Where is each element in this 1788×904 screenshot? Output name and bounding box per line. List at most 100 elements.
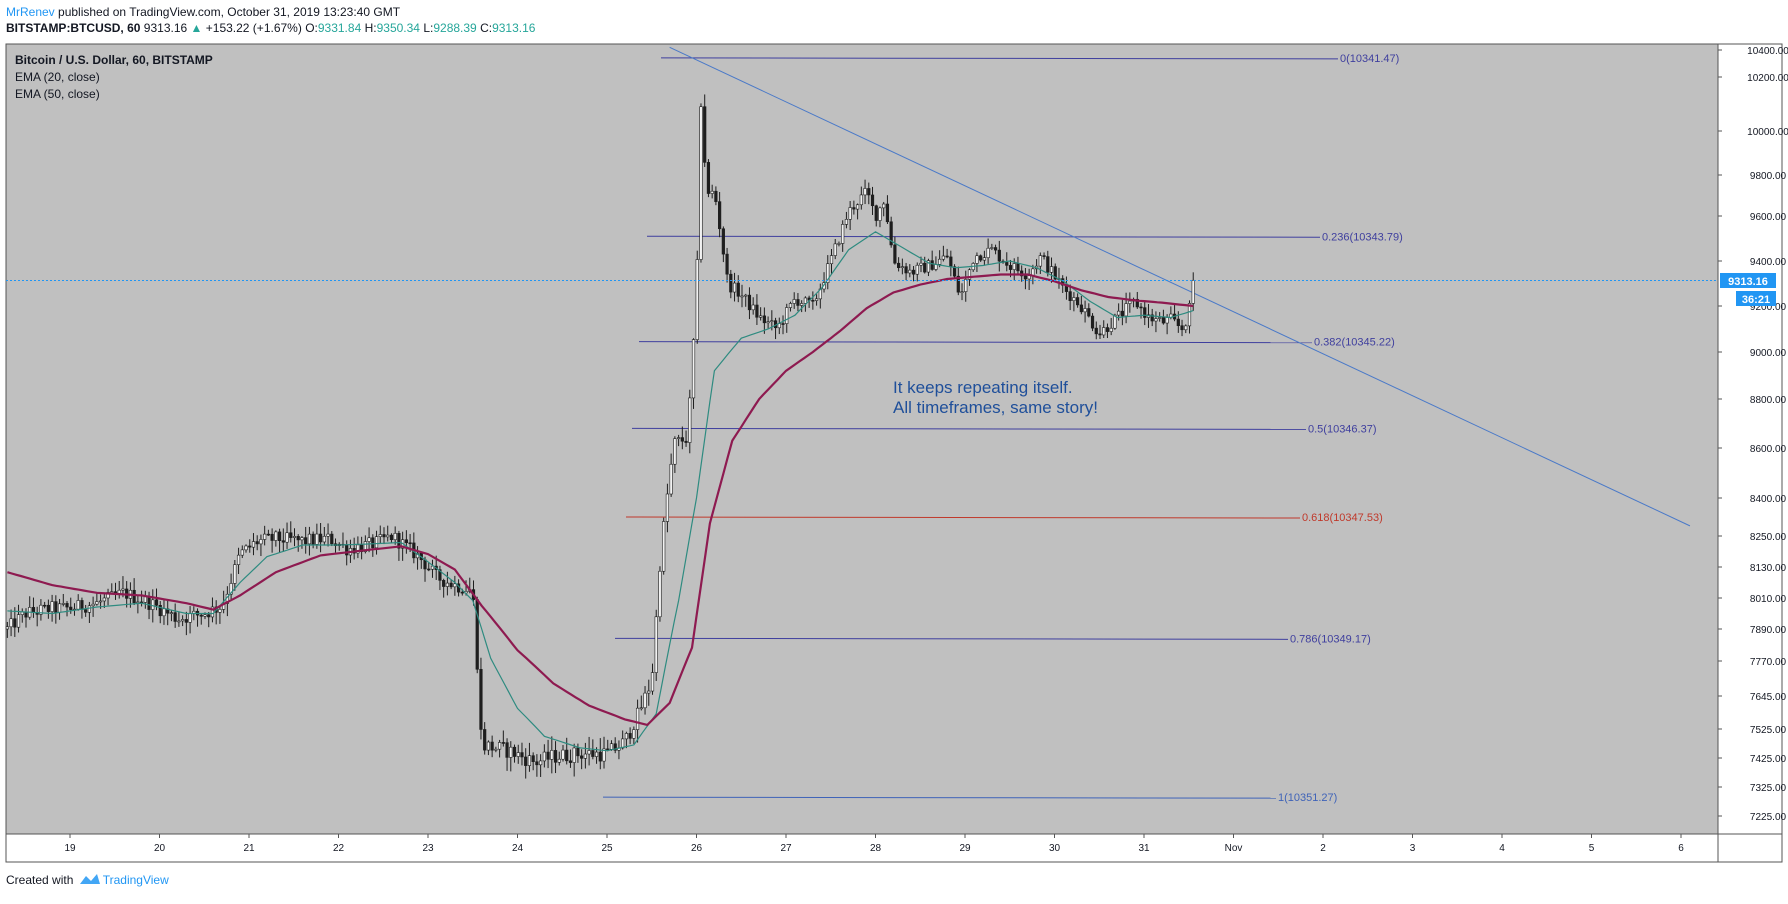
candle-body (863, 188, 867, 196)
candle-body (718, 201, 722, 230)
candle (788, 301, 793, 312)
candle-body (512, 746, 517, 757)
candle-body (1187, 303, 1192, 327)
candle-body (143, 596, 147, 603)
candle-body (952, 266, 957, 277)
candle-body (54, 601, 58, 613)
candle-body (16, 614, 21, 628)
candle-body (1143, 307, 1147, 318)
candle (404, 530, 408, 554)
candle (527, 742, 532, 772)
fib-level-line[interactable] (625, 516, 1301, 519)
countdown-text: 36:21 (1742, 294, 1770, 306)
candle-body (147, 596, 151, 610)
candle (438, 565, 442, 591)
candle-body (606, 748, 610, 751)
candle-body (557, 758, 561, 763)
candle (580, 749, 584, 770)
fib-level-line[interactable] (646, 235, 1321, 238)
tradingview-link[interactable]: TradingView (102, 873, 169, 887)
candle-body (1180, 325, 1184, 331)
candle (270, 528, 274, 553)
candle (244, 544, 248, 553)
candle-body (602, 748, 606, 762)
fib-level-label: 0(10341.47) (1340, 53, 1399, 65)
fib-level-line[interactable] (660, 57, 1339, 60)
candle-body (874, 205, 878, 221)
candle (218, 606, 222, 624)
candle (318, 522, 323, 553)
candle-body (199, 614, 203, 617)
time-axis[interactable] (5, 833, 1719, 863)
candle (389, 533, 394, 543)
descending-trendline[interactable] (669, 46, 1691, 527)
open-value: 9331.84 (317, 21, 362, 35)
candle-body (956, 275, 960, 293)
fib-level-line[interactable] (614, 637, 1289, 640)
candle (102, 593, 106, 608)
candle-body (423, 559, 427, 570)
candles (5, 94, 1195, 779)
candle-body (643, 692, 647, 709)
candle-body (870, 194, 875, 207)
candle-body (277, 531, 282, 541)
candle (251, 533, 256, 556)
candle (1102, 320, 1106, 339)
candle (863, 179, 867, 205)
candle (199, 613, 203, 625)
candle-body (255, 541, 259, 545)
fib-level-line[interactable] (638, 341, 1313, 344)
candle (926, 258, 931, 277)
candle-body (13, 618, 17, 628)
candle-body (583, 753, 587, 759)
candle (1143, 300, 1147, 326)
candle (374, 530, 379, 555)
y-tick-label: 7525.00 (1750, 725, 1787, 736)
candle (539, 754, 543, 777)
candle (386, 525, 390, 542)
y-tick-label: 8010.00 (1750, 594, 1787, 605)
candle-body (572, 747, 576, 763)
candle (277, 528, 282, 553)
candle-body (1117, 310, 1121, 316)
candle-body (490, 741, 494, 751)
annotation-line-2: All timeframes, same story! (893, 398, 1098, 417)
candle (50, 594, 54, 622)
candle (721, 226, 725, 263)
author-link[interactable]: MrRenev (6, 5, 55, 19)
tradingview-logo-icon[interactable] (79, 872, 101, 886)
x-tick-label: 25 (601, 843, 613, 854)
candle (893, 236, 897, 265)
candle (706, 159, 711, 198)
candle (84, 604, 88, 617)
candle (624, 731, 628, 749)
candle-body (889, 221, 893, 246)
candle (322, 526, 326, 546)
candle (54, 595, 58, 624)
candle (236, 547, 241, 574)
candle-body (680, 437, 684, 442)
candle (665, 483, 670, 533)
plot-area[interactable] (5, 43, 1719, 835)
candle (501, 730, 505, 747)
candle (990, 243, 994, 251)
candle-body (1008, 265, 1013, 270)
candle-body (479, 668, 483, 730)
fib-level-line[interactable] (631, 427, 1307, 430)
fibonacci-retracement[interactable]: 0(10341.47) 0.236(10343.79) 0.382(10345.22… (602, 53, 1403, 804)
price-axis[interactable] (1717, 43, 1783, 835)
candle (867, 182, 871, 205)
x-tick-label: 23 (422, 843, 434, 854)
candle (938, 250, 942, 268)
candle-body (792, 299, 796, 304)
candle-body (926, 260, 931, 273)
candle-body (240, 549, 244, 556)
candle-body (259, 539, 263, 545)
candle (673, 436, 677, 473)
candle (654, 609, 658, 681)
fib-level-line[interactable] (602, 796, 1277, 799)
x-tick-labels: 19 20 21 22 23 24 25 26 27 28 29 30 31 Nov 2 3 4 5 6 (64, 834, 1684, 854)
trendline-layer[interactable] (669, 46, 1691, 527)
